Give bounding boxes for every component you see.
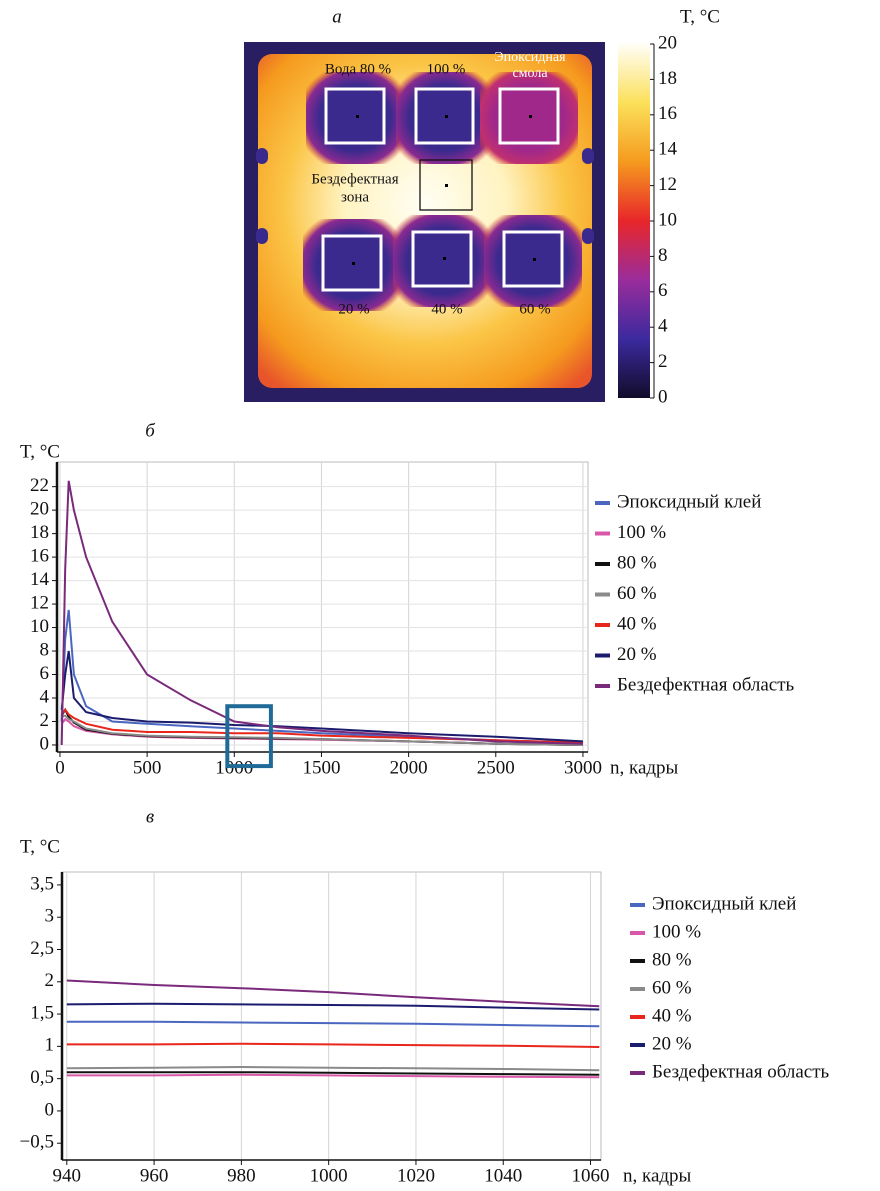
image-label: Бездефектная <box>311 171 398 187</box>
legend-label: 100 % <box>652 921 701 942</box>
colorbar-tick-label: 12 <box>658 174 677 195</box>
image-label: Эпоксидная <box>494 50 566 65</box>
y-tick-label: 0 <box>45 1099 55 1120</box>
y-tick-label: 3 <box>45 906 55 927</box>
colorbar-tick-label: 20 <box>658 32 677 53</box>
y-tick-label: 16 <box>30 545 49 566</box>
image-label: 60 % <box>519 301 550 317</box>
legend-label: 40 % <box>652 1005 692 1026</box>
x-tick-label: 1060 <box>572 1165 610 1186</box>
legend-label: 40 % <box>617 613 657 634</box>
image-label: 100 % <box>427 61 466 77</box>
colorbar-tick-label: 8 <box>658 245 668 266</box>
x-tick-label: 0 <box>55 757 65 778</box>
colorbar-tick-label: 2 <box>658 351 668 372</box>
y-tick-label: 2 <box>40 710 50 731</box>
x-tick-label: 1000 <box>310 1165 348 1186</box>
colorbar-tick-label: 18 <box>658 68 677 89</box>
x-tick-label: 980 <box>227 1165 256 1186</box>
image-label: смола <box>512 66 548 81</box>
x-tick-label: 1500 <box>302 757 340 778</box>
y-tick-label: 10 <box>30 616 49 637</box>
y-tick-label: 0 <box>40 733 50 754</box>
image-label: зона <box>341 189 369 205</box>
colorbar-tick-label: 0 <box>658 386 668 407</box>
colorbar-tick-label: 4 <box>658 316 668 337</box>
y-tick-label: 3,5 <box>30 873 54 894</box>
plot-frame <box>62 872 601 1160</box>
y-tick-label: 1 <box>45 1035 55 1056</box>
colorbar <box>618 44 650 398</box>
y-tick-label: 22 <box>30 475 49 496</box>
x-tick-label: 500 <box>133 757 162 778</box>
y-tick-label: 20 <box>30 498 49 519</box>
x-tick-label: 1040 <box>484 1165 522 1186</box>
legend-label: 60 % <box>652 977 692 998</box>
x-tick-label: 1020 <box>397 1165 435 1186</box>
x-axis-label: n, кадры <box>623 1165 692 1186</box>
x-tick-label: 2500 <box>477 757 515 778</box>
panel-title: в <box>146 806 154 827</box>
legend-label: Бездефектная область <box>617 674 795 695</box>
y-tick-label: 8 <box>40 639 50 660</box>
y-tick-label: 2 <box>45 970 55 991</box>
image-label: 20 % <box>338 301 369 317</box>
x-tick-label: 3000 <box>564 757 602 778</box>
panel-title: б <box>145 420 156 441</box>
y-tick-label: 0,5 <box>30 1067 54 1088</box>
x-tick-label: 940 <box>53 1165 82 1186</box>
legend-label: Бездефектная область <box>652 1061 830 1082</box>
legend-label: Эпоксидный клей <box>617 491 761 512</box>
legend-label: 80 % <box>652 949 692 970</box>
y-tick-label: 18 <box>30 522 49 543</box>
panel-title: а <box>332 6 342 27</box>
colorbar-tick-label: 14 <box>658 139 678 160</box>
legend-label: 80 % <box>617 552 657 573</box>
legend-label: 100 % <box>617 522 666 543</box>
y-tick-label: 1,5 <box>30 1002 54 1023</box>
y-tick-label: 14 <box>30 569 50 590</box>
y-tick-label: −0,5 <box>20 1132 54 1153</box>
x-axis-label: n, кадры <box>610 757 679 778</box>
figure: а T, °C Вода 80 % 100 % Эпоксиднаясмола Безде… <box>0 0 880 1191</box>
y-tick-label: 4 <box>40 686 50 707</box>
legend-label: 60 % <box>617 583 657 604</box>
colorbar-tick-label: 10 <box>658 209 677 230</box>
x-tick-label: 960 <box>140 1165 169 1186</box>
y-tick-label: 2,5 <box>30 938 54 959</box>
image-label: 40 % <box>431 301 462 317</box>
x-tick-label: 2000 <box>390 757 428 778</box>
legend-label: 20 % <box>652 1033 692 1054</box>
y-tick-label: 12 <box>30 592 49 613</box>
y-axis-label: T, °C <box>20 441 60 462</box>
y-axis-label: T, °C <box>20 836 60 857</box>
legend-label: 20 % <box>617 644 657 665</box>
image-label: Вода 80 % <box>325 61 391 77</box>
colorbar-label: T, °C <box>680 6 720 27</box>
colorbar-tick-label: 16 <box>658 103 677 124</box>
plot-frame <box>57 462 588 752</box>
thermal-image <box>244 42 605 402</box>
colorbar-tick-label: 6 <box>658 280 668 301</box>
y-tick-label: 6 <box>40 663 50 684</box>
legend-label: Эпоксидный клей <box>652 893 796 914</box>
